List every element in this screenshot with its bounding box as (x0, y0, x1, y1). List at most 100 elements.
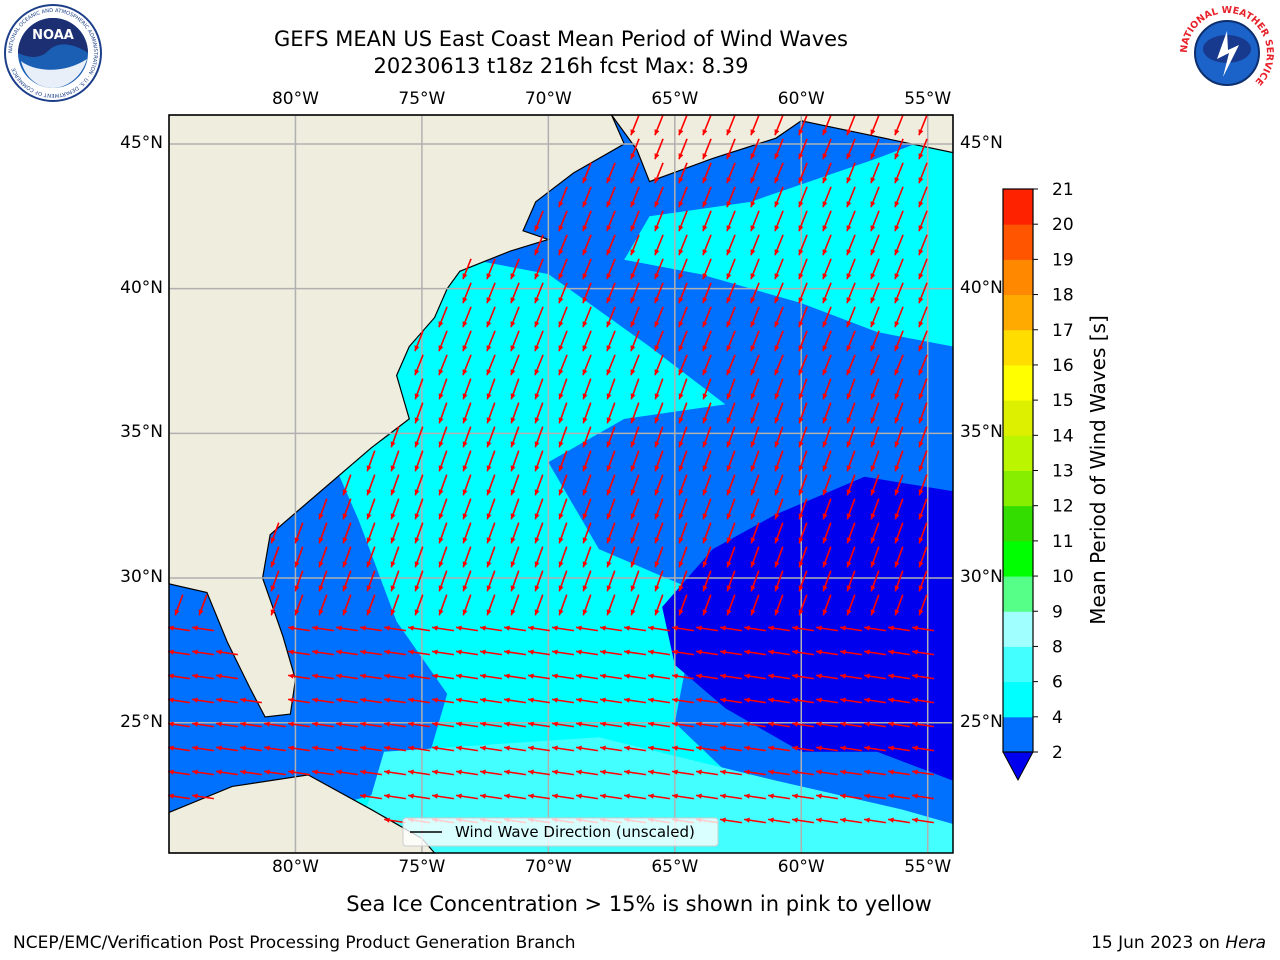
direction-arrowhead (918, 321, 924, 328)
direction-arrowhead (534, 465, 540, 472)
direction-arrowhead (918, 561, 924, 568)
direction-arrowhead (576, 721, 582, 727)
direction-arrowhead (606, 441, 612, 448)
direction-arrowhead (726, 201, 732, 208)
direction-arrowhead (678, 561, 684, 568)
machine-text: Hera (1225, 933, 1266, 953)
direction-arrowhead (552, 625, 558, 631)
direction-arrowhead (630, 417, 636, 424)
direction-arrowhead (456, 673, 462, 679)
direction-arrowhead (720, 745, 726, 751)
colorbar-tick-label: 20 (1052, 215, 1074, 235)
direction-arrowhead (678, 369, 684, 376)
direction-arrowhead (702, 153, 708, 160)
direction-arrowhead (630, 201, 636, 208)
direction-arrowhead (606, 513, 612, 520)
direction-arrowhead (414, 345, 420, 352)
direction-arrowhead (822, 489, 828, 496)
direction-arrowhead (870, 249, 876, 256)
direction-arrowhead (870, 465, 876, 472)
direction-arrowhead (312, 721, 318, 727)
direction-arrowhead (912, 793, 918, 799)
direction-arrowhead (726, 489, 732, 496)
direction-arrowhead (510, 513, 516, 520)
direction-arrowhead (678, 345, 684, 352)
direction-arrowhead (390, 585, 396, 592)
cyan-region (320, 259, 953, 853)
direction-arrowhead (294, 585, 300, 592)
direction-arrowhead (846, 465, 852, 472)
colorbar-swatch (1003, 329, 1033, 366)
direction-arrowhead (750, 585, 756, 592)
direction-arrowhead (870, 153, 876, 160)
direction-arrowhead (606, 489, 612, 496)
direction-arrowhead (774, 489, 780, 496)
direction-arrowhead (504, 649, 510, 655)
direction-arrowhead (702, 465, 708, 472)
direction-arrowhead (846, 273, 852, 280)
direction-arrowhead (384, 793, 390, 799)
direction-arrowhead (366, 561, 372, 568)
direction-arrowhead (582, 489, 588, 496)
direction-arrowhead (750, 537, 756, 544)
direction-arrowhead (678, 249, 684, 256)
direction-arrowhead (846, 153, 852, 160)
direction-arrowhead (486, 369, 492, 376)
direction-arrowhead (678, 225, 684, 232)
direction-arrowhead (744, 769, 750, 775)
direction-arrowhead (456, 625, 462, 631)
direction-arrowhead (534, 513, 540, 520)
direction-arrowhead (630, 561, 636, 568)
direction-arrowhead (366, 489, 372, 496)
direction-arrowhead (366, 465, 372, 472)
direction-arrowhead (768, 673, 774, 679)
direction-arrowhead (192, 793, 198, 799)
colorbar-tick-label: 19 (1052, 250, 1074, 270)
direction-arrowhead (630, 177, 636, 184)
colorbar-swatch (1003, 505, 1033, 542)
direction-arrowhead (486, 441, 492, 448)
direction-arrowhead (288, 697, 294, 703)
direction-arrowhead (888, 625, 894, 631)
direction-arrowhead (462, 537, 468, 544)
direction-arrowhead (846, 321, 852, 328)
direction-arrowhead (414, 513, 420, 520)
colorbar-swatch (1003, 611, 1033, 647)
direction-arrowhead (630, 297, 636, 304)
colorbar-tick-label: 9 (1052, 602, 1063, 622)
colorbar-tick-label: 15 (1052, 391, 1074, 411)
direction-arrowhead (624, 769, 630, 775)
direction-arrowhead (654, 297, 660, 304)
direction-arrowhead (558, 225, 564, 232)
direction-arrowhead (750, 345, 756, 352)
direction-arrowhead (816, 721, 822, 727)
direction-arrowhead (792, 649, 798, 655)
direction-arrowhead (654, 441, 660, 448)
direction-arrowhead (888, 769, 894, 775)
direction-arrowhead (846, 441, 852, 448)
direction-arrowhead (798, 273, 804, 280)
direction-arrowhead (654, 465, 660, 472)
direction-arrowhead (750, 369, 756, 376)
direction-arrowhead (414, 585, 420, 592)
date-text: 15 Jun 2023 on (1091, 933, 1220, 953)
direction-arrowhead (288, 625, 294, 631)
direction-arrowhead (648, 769, 654, 775)
direction-arrowhead (750, 393, 756, 400)
direction-arrowhead (342, 489, 348, 496)
direction-arrowhead (294, 561, 300, 568)
direction-arrowhead (534, 273, 540, 280)
tick-label: 55°W (904, 89, 952, 109)
direction-arrowhead (408, 793, 414, 799)
direction-arrowhead (774, 249, 780, 256)
direction-arrowhead (576, 697, 582, 703)
direction-arrowhead (798, 153, 804, 160)
direction-arrowhead (390, 537, 396, 544)
direction-arrowhead (648, 793, 654, 799)
direction-arrowhead (486, 345, 492, 352)
direction-arrowhead (870, 609, 876, 616)
direction-arrowhead (168, 625, 174, 631)
direction-arrowhead (414, 609, 420, 616)
direction-arrowhead (654, 513, 660, 520)
direction-arrowhead (918, 297, 924, 304)
